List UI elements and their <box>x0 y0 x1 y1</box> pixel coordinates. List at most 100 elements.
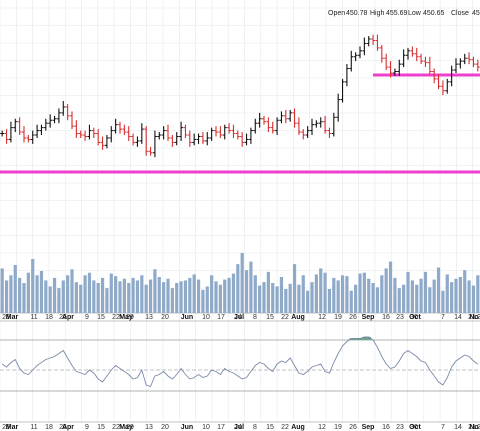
x-tick-label: 15 <box>97 314 105 321</box>
ohlc-bar <box>74 120 79 138</box>
ohlc-bar <box>314 120 319 128</box>
low-label: Low <box>408 10 422 17</box>
ohlc-bar <box>122 124 127 136</box>
ohlc-bar <box>397 59 402 76</box>
ohlc-bar <box>8 121 13 143</box>
volume-bar <box>166 278 170 313</box>
x-tick-label: 13 <box>145 424 153 431</box>
volume-bar <box>384 268 388 313</box>
ohlc-bar <box>214 126 218 137</box>
x-tick-label: 15 <box>266 314 274 321</box>
volume-bar <box>314 274 318 313</box>
ohlc-bar <box>432 68 437 84</box>
ohlc-bar <box>118 121 122 134</box>
x-tick-label: 11 <box>30 314 37 321</box>
volume-bar <box>450 282 454 313</box>
ohlc-bar <box>349 50 354 72</box>
x-tick-label: 26 <box>349 424 357 431</box>
volume-bar <box>100 277 105 313</box>
volume-bar <box>214 281 218 313</box>
ohlc-bar <box>139 123 144 144</box>
ohlc-bar <box>17 117 22 136</box>
month-label: Mar <box>6 424 19 431</box>
volume-bar <box>262 282 266 313</box>
volume-bar <box>0 268 4 313</box>
volume-bar <box>210 275 214 313</box>
volume-bar <box>445 274 449 313</box>
x-tick-label: 23 <box>396 424 404 431</box>
month-label: May <box>119 314 133 321</box>
open-value: 450.78 <box>346 10 368 17</box>
ohlc-bar <box>39 124 44 136</box>
volume-bar <box>13 265 17 313</box>
ohlc-bar <box>362 37 367 56</box>
month-label: Oct <box>409 314 421 321</box>
volume-bar <box>397 288 401 313</box>
volume-bar <box>471 285 476 313</box>
volume-bar <box>279 277 284 313</box>
volume-bar <box>349 290 353 313</box>
x-tick-label: 16 <box>382 314 390 321</box>
month-label: Jul <box>234 314 244 321</box>
volume-bar <box>306 290 310 313</box>
ohlc-bar <box>43 118 48 131</box>
ohlc-readout: Open 450.78 High 455.69 Low 450.65 Close… <box>328 10 480 17</box>
volume-bar <box>327 289 332 313</box>
volume-bar <box>358 273 362 313</box>
ohlc-bar <box>445 78 450 94</box>
ohlc-bar <box>56 108 61 124</box>
ohlc-bar <box>240 132 245 147</box>
volume-bar <box>105 288 109 313</box>
volume-bar <box>148 279 153 313</box>
ohlc-bar <box>253 118 258 134</box>
ohlc-bar <box>78 130 83 138</box>
volume-bar <box>336 280 340 313</box>
volume-bar <box>441 290 445 313</box>
ohlc-bar <box>13 118 18 133</box>
volume-bar <box>9 275 13 313</box>
momentum-line <box>1 336 479 388</box>
ohlc-bar <box>104 135 109 149</box>
volume-bar <box>87 272 92 313</box>
ohlc-bar <box>70 111 74 130</box>
ohlc-bar <box>401 49 406 68</box>
ohlc-bar <box>148 146 153 156</box>
volume-bar <box>301 275 305 313</box>
ohlc-bar <box>449 65 454 87</box>
volume-bar <box>109 273 113 313</box>
volume-bar <box>284 289 288 313</box>
x-tick-label: 12 <box>318 424 326 431</box>
month-label: Oct <box>409 424 421 431</box>
month-label: Aug <box>291 314 305 321</box>
month-label: Jun <box>181 424 193 431</box>
x-tick-label: 19 <box>334 314 342 321</box>
ohlc-bar <box>310 118 314 136</box>
ohlc-bar <box>65 104 70 121</box>
volume-bar <box>275 286 279 313</box>
volume-bar <box>179 281 183 313</box>
x-tick-label: 22 <box>281 314 289 321</box>
ohlc-bar <box>257 112 262 128</box>
volume-bar <box>266 271 270 313</box>
high-value: 455.69 <box>386 10 408 17</box>
ohlc-bar <box>336 93 341 122</box>
x-tick-label: 10 <box>202 314 210 321</box>
volume-bar <box>380 275 384 313</box>
ohlc-bar <box>358 46 362 59</box>
ohlc-bar <box>475 59 480 72</box>
volume-bar <box>162 282 166 313</box>
x-tick-label: 10 <box>202 424 210 431</box>
x-tick-label: 20 <box>161 314 169 321</box>
volume-bar <box>236 264 240 313</box>
ohlc-bar <box>414 47 419 62</box>
x-tick-label: 29 <box>126 314 134 321</box>
x-tick-label: 17 <box>217 314 225 321</box>
volume-bar <box>458 277 462 313</box>
volume-bar <box>52 277 57 313</box>
volume-bar <box>249 261 253 313</box>
x-tick-label: 22 <box>112 314 120 321</box>
x-tick-label: 24 <box>234 424 242 431</box>
volume-bar <box>18 277 22 313</box>
volume-bar <box>192 274 196 313</box>
volume-bar <box>218 284 222 313</box>
